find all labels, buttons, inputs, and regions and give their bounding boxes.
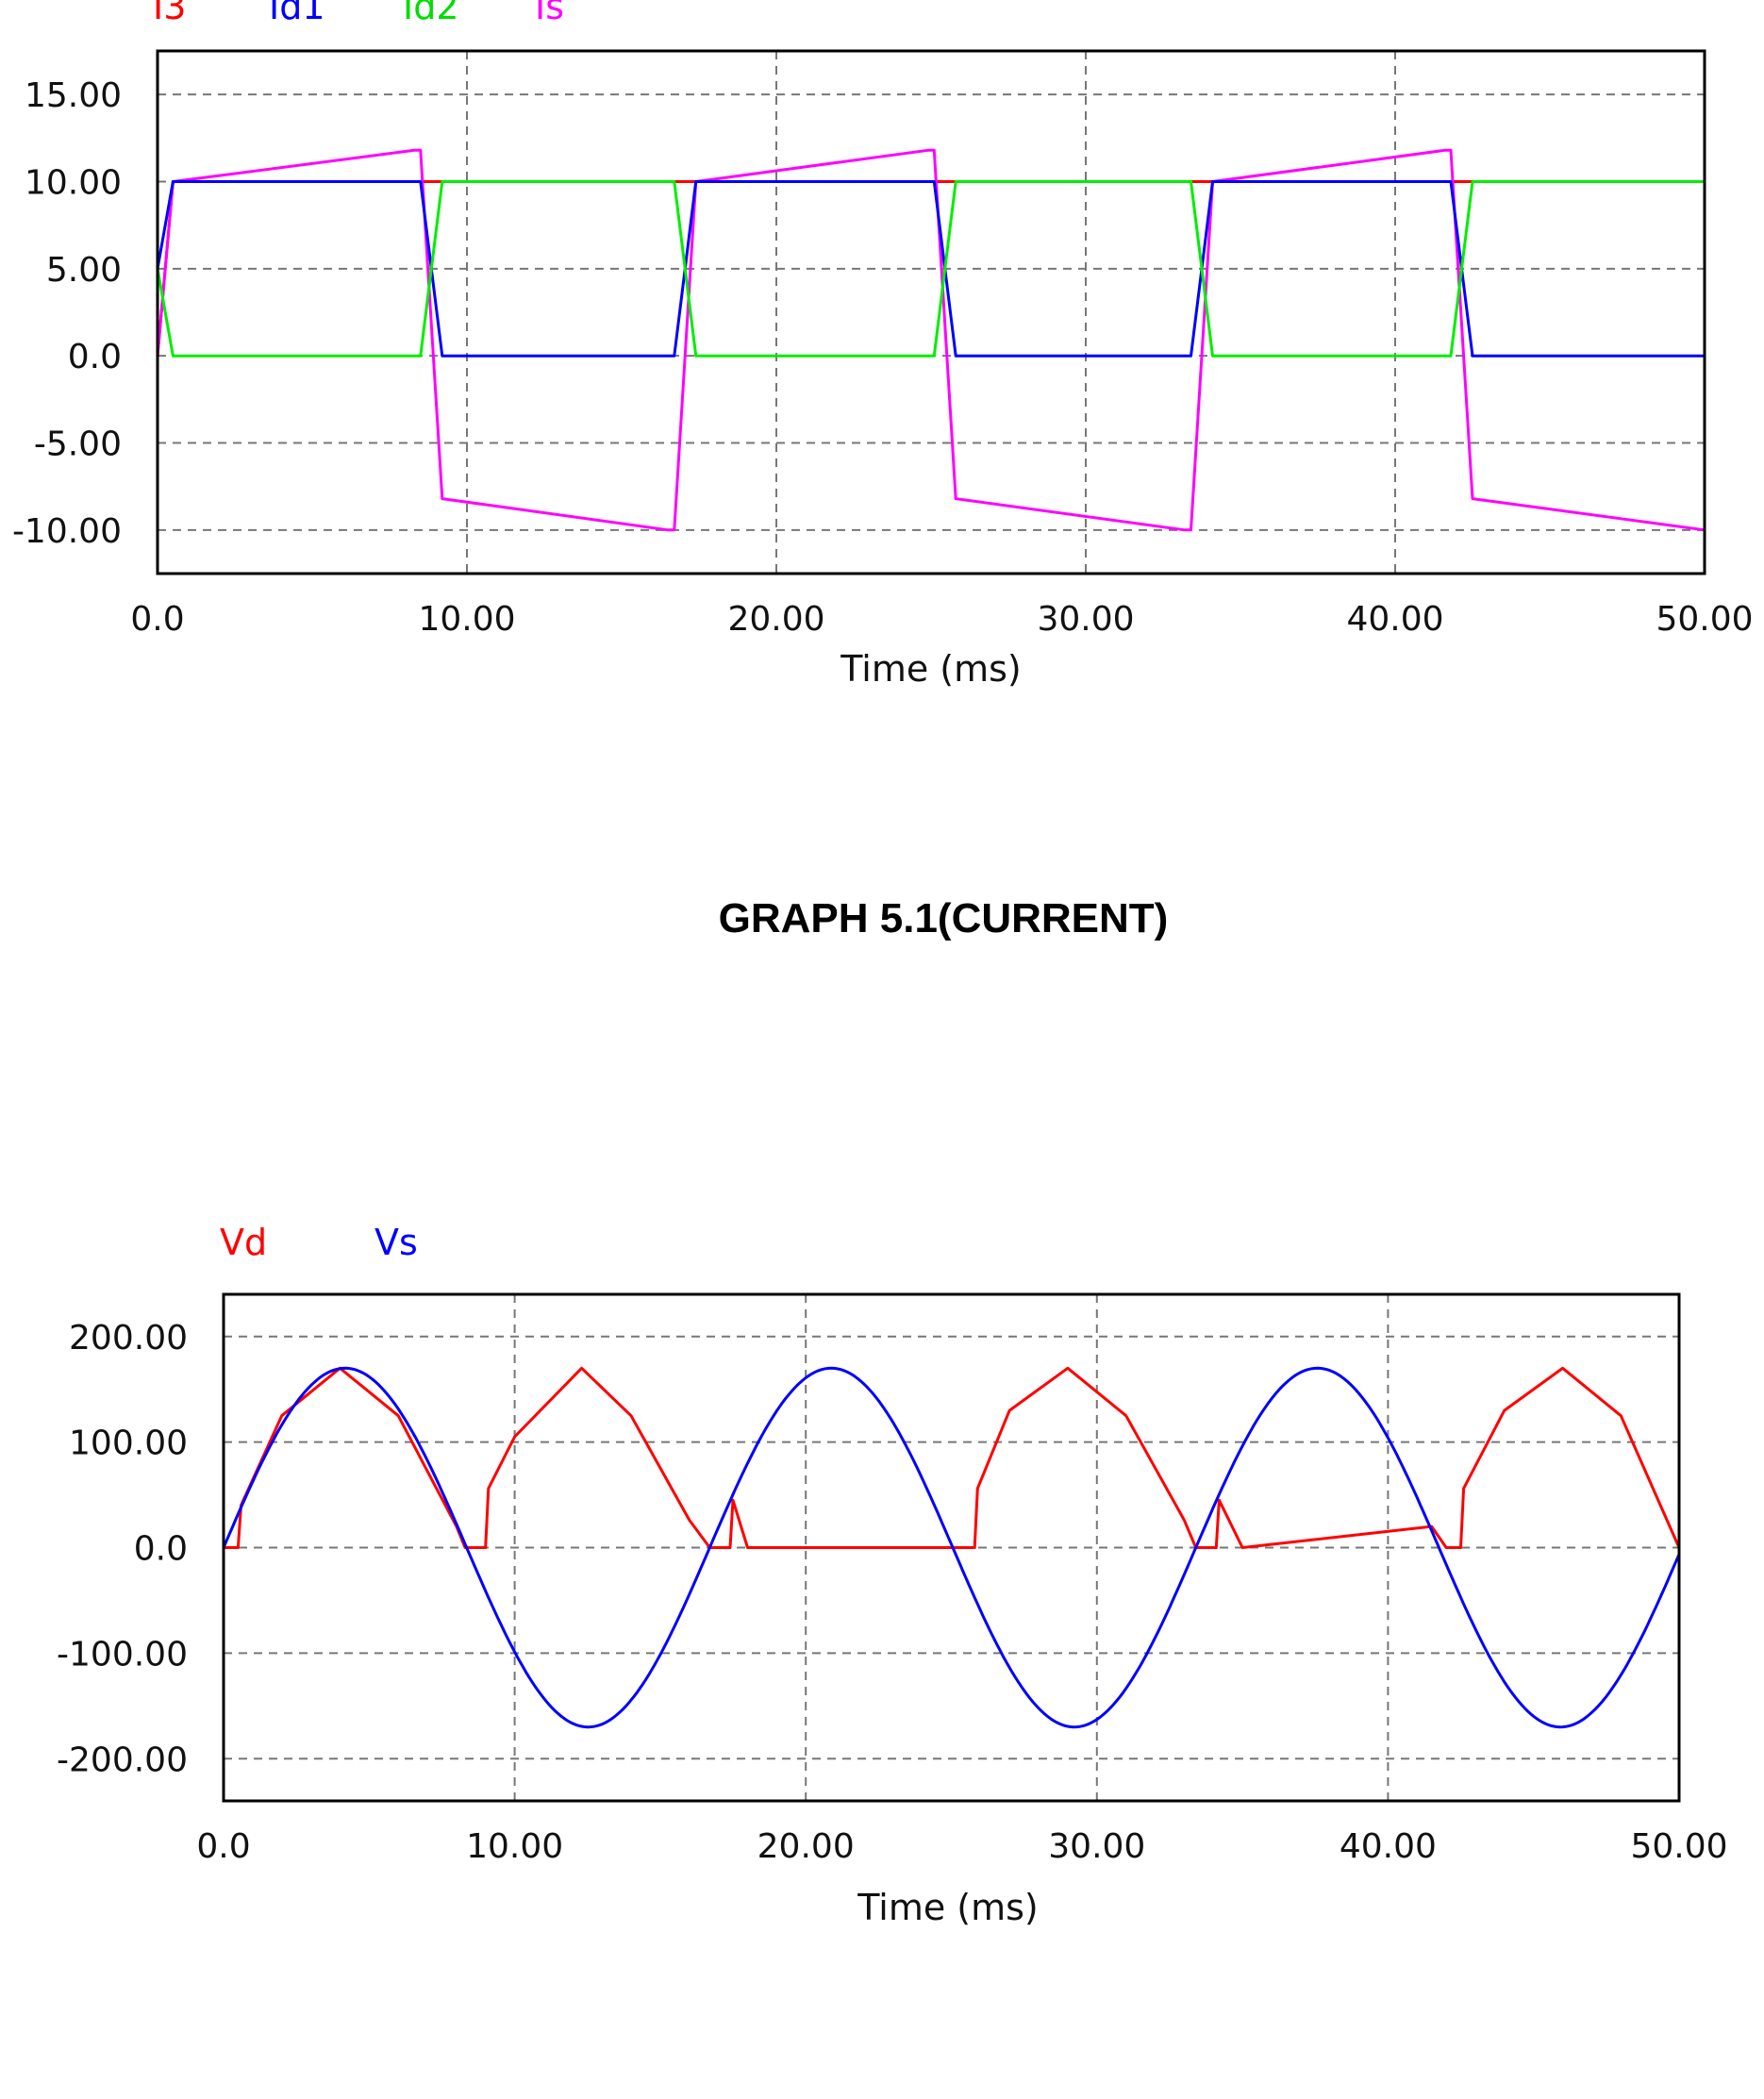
legend-vd: Vd bbox=[220, 1222, 267, 1263]
plot-frame bbox=[156, 49, 1706, 575]
plot-series bbox=[222, 1366, 1681, 1729]
current-chart: I3 Id1 Id2 Is 15.00 10.00 5.00 0.0 -5.00 -10.… bbox=[12, 0, 1754, 690]
x-tick-label: 10.00 bbox=[466, 1827, 563, 1866]
x-tick-labels: 0.0 10.00 20.00 30.00 40.00 50.00 bbox=[130, 600, 1753, 639]
x-tick-label: 40.00 bbox=[1346, 600, 1443, 639]
x-tick-label: 50.00 bbox=[1656, 600, 1753, 639]
legend: I3 Id1 Id2 Is bbox=[153, 0, 564, 27]
series-line-id2 bbox=[156, 180, 1705, 358]
legend-i3: I3 bbox=[153, 0, 186, 27]
x-tick-labels: 0.0 10.00 20.00 30.00 40.00 50.00 bbox=[196, 1827, 1727, 1866]
y-tick-label: 5.00 bbox=[46, 251, 122, 290]
legend-vs: Vs bbox=[374, 1222, 418, 1263]
y-tick-label: -5.00 bbox=[34, 425, 122, 464]
y-tick-label: 0.0 bbox=[134, 1530, 188, 1569]
plot-frame bbox=[222, 1292, 1681, 1803]
x-axis-title: Time (ms) bbox=[840, 648, 1022, 690]
series-line-vd bbox=[224, 1366, 1681, 1549]
plot-series bbox=[156, 148, 1706, 532]
y-tick-label: 15.00 bbox=[25, 76, 122, 115]
y-tick-label: -100.00 bbox=[57, 1635, 188, 1674]
x-tick-label: 40.00 bbox=[1340, 1827, 1437, 1866]
legend-is: Is bbox=[535, 0, 564, 27]
y-tick-label: 100.00 bbox=[69, 1424, 188, 1463]
y-tick-label: 0.0 bbox=[68, 338, 122, 376]
y-tick-labels: 15.00 10.00 5.00 0.0 -5.00 -10.00 bbox=[12, 76, 122, 551]
y-tick-label: -200.00 bbox=[57, 1741, 188, 1779]
x-tick-label: 10.00 bbox=[418, 600, 515, 639]
voltage-chart: Vd Vs 200.00 100.00 0.0 -100.00 -200.00 0.0 1… bbox=[57, 1222, 1728, 1928]
y-tick-label: 10.00 bbox=[25, 164, 122, 203]
x-axis-title: Time (ms) bbox=[857, 1887, 1039, 1928]
y-tick-labels: 200.00 100.00 0.0 -100.00 -200.00 bbox=[57, 1319, 188, 1780]
x-tick-label: 0.0 bbox=[130, 600, 184, 639]
x-tick-label: 50.00 bbox=[1630, 1827, 1727, 1866]
legend: Vd Vs bbox=[220, 1222, 418, 1263]
series-line-id1 bbox=[156, 180, 1705, 358]
graph-caption: GRAPH 5.1(CURRENT) bbox=[719, 895, 1169, 941]
legend-id1: Id1 bbox=[269, 0, 325, 27]
legend-id2: Id2 bbox=[403, 0, 459, 27]
x-tick-label: 0.0 bbox=[196, 1827, 250, 1866]
x-tick-label: 30.00 bbox=[1048, 1827, 1145, 1866]
series-line-is bbox=[156, 148, 1706, 532]
x-tick-label: 30.00 bbox=[1037, 600, 1134, 639]
x-tick-label: 20.00 bbox=[727, 600, 824, 639]
x-tick-label: 20.00 bbox=[757, 1827, 855, 1866]
y-tick-label: -10.00 bbox=[12, 512, 122, 551]
series-line-vs bbox=[222, 1366, 1681, 1729]
y-tick-label: 200.00 bbox=[69, 1319, 188, 1358]
